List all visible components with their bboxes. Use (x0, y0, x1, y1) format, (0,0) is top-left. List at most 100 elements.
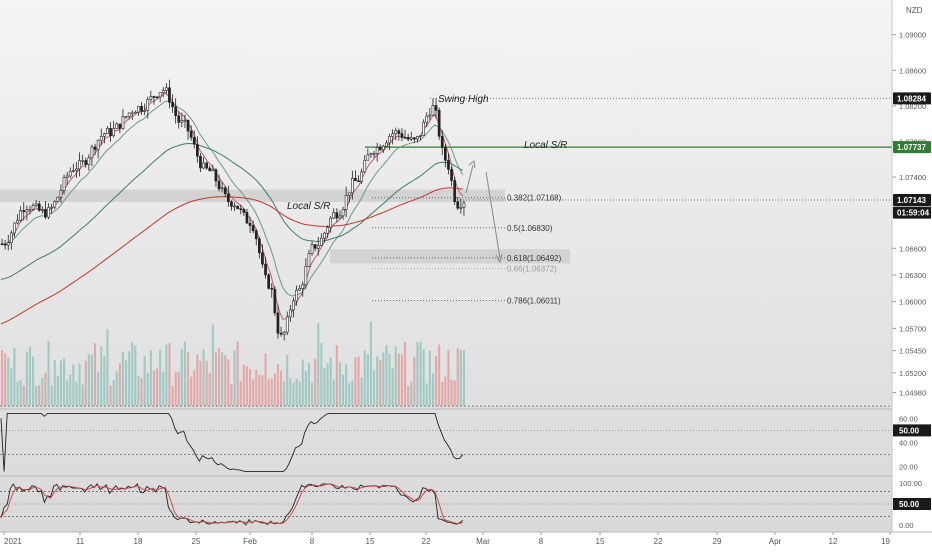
time-tick-label: Mar (476, 537, 490, 546)
candle-body (381, 145, 385, 151)
price-axis[interactable]: 1.090001.086001.082001.078001.074001.070… (892, 31, 931, 530)
candle-body (72, 170, 75, 172)
volume-bar (41, 377, 44, 406)
candle-body (99, 135, 103, 141)
volume-bar (295, 378, 298, 406)
candle-body (354, 178, 357, 182)
volume-bar (435, 356, 438, 406)
price-badge (893, 206, 931, 219)
volume-bar (413, 357, 416, 406)
volume-bar (385, 345, 388, 406)
volume-bar (276, 364, 279, 406)
volume-bar (106, 329, 109, 406)
time-tick-label: 8 (310, 537, 315, 546)
candle-body (292, 300, 295, 311)
volume-bar (211, 324, 214, 406)
candle-body (127, 112, 131, 117)
candle-body (134, 111, 137, 114)
horizontal-levels (365, 97, 892, 201)
candle-body (202, 162, 205, 169)
candle-body (53, 201, 57, 208)
volume-bar (273, 373, 276, 406)
volume-bar (249, 368, 252, 406)
volume-bar (382, 352, 385, 406)
volume-bar (422, 349, 425, 406)
price-tick-label: 1.08200 (899, 102, 926, 111)
candle-body (220, 187, 224, 190)
volume-bar (13, 348, 16, 406)
candle-body (236, 205, 240, 209)
volume-bar (366, 353, 369, 406)
volume-bar (72, 364, 75, 406)
candle-body (103, 133, 106, 137)
candle-body (96, 139, 100, 150)
volume-bar (428, 350, 431, 406)
candle-body (214, 169, 218, 182)
ma-100-line (0, 142, 464, 280)
volume-bar (289, 378, 292, 406)
price-badge-label: 1.08284 (897, 94, 926, 103)
candle-body (409, 137, 413, 140)
rsi-badge-label: 50.00 (899, 426, 920, 435)
candle-body (270, 287, 274, 290)
candle-body (440, 136, 444, 148)
candle-body (462, 202, 466, 208)
fib-zone (330, 249, 570, 264)
volume-bar (28, 346, 31, 406)
candle-body (428, 114, 432, 117)
candle-body (165, 87, 168, 91)
volume-bar (298, 381, 301, 406)
volume-bar (56, 375, 59, 406)
volume-bar (75, 381, 78, 406)
volume-bar (394, 346, 397, 406)
candle-body (264, 263, 267, 276)
candle-body (174, 106, 178, 116)
volume-bar (16, 381, 19, 406)
volume-bar (258, 374, 261, 406)
candle-body (13, 222, 16, 234)
volume-bar (245, 366, 248, 406)
volume-bar (233, 350, 236, 406)
time-tick-label: 8 (539, 537, 544, 546)
volume-bar (171, 385, 174, 406)
currency-label: NZD (906, 6, 923, 15)
candle-body (416, 136, 419, 140)
volume-bar (447, 350, 450, 406)
candle-body (363, 159, 367, 173)
time-axis[interactable]: 2021 11 18 25 Feb 8 15 22 Mar 8 15 22 29 Apr 12 19 (3, 532, 891, 546)
candle-body (245, 212, 249, 224)
candle-body (453, 180, 457, 202)
volume-bar (4, 353, 7, 406)
stoch-tick-label: 100.00 (899, 479, 922, 488)
candle-body (233, 205, 236, 208)
volume-bar (388, 353, 391, 406)
volume-bar (255, 369, 258, 406)
time-tick-label: 19 (881, 537, 890, 546)
volume-bar (165, 344, 168, 406)
candle-body (47, 207, 50, 218)
volume-bar (97, 372, 100, 406)
candle-body (196, 143, 199, 157)
candle-body (31, 205, 35, 210)
volume-bar (404, 341, 407, 406)
rsi-tick-label: 60.00 (899, 414, 918, 423)
candle-body (450, 169, 453, 181)
volume-bar (202, 349, 205, 406)
volume-bar (444, 376, 447, 406)
candle-body (155, 96, 159, 99)
candle-body (282, 331, 286, 335)
price-badge-label: 01:59:04 (897, 209, 930, 218)
stoch-badge-label: 50.00 (899, 500, 920, 509)
volume-bar (230, 384, 233, 406)
volume-bar (363, 350, 366, 406)
local-sr-lower-label: Local S/R (287, 201, 330, 212)
price-axis-background (892, 0, 932, 532)
candle-body (434, 105, 438, 111)
fib-level-label: 0.382(1.07168) (507, 194, 562, 203)
volume-bar (146, 372, 149, 406)
volume-bar (345, 364, 348, 406)
volume-bar (357, 356, 360, 406)
volume-bar (326, 363, 329, 406)
